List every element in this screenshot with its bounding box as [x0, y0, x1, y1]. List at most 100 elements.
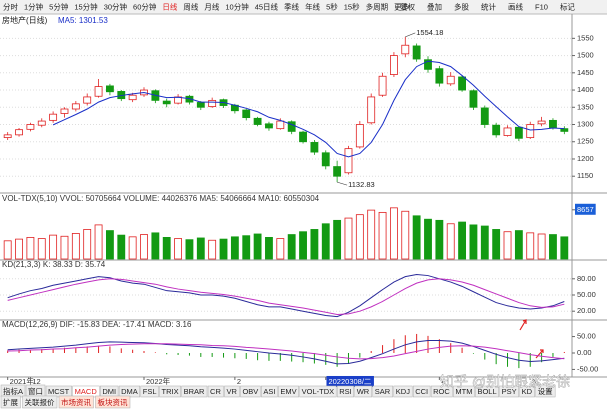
tool-button[interactable]: 叠加	[427, 1, 442, 11]
candle-body	[446, 75, 455, 85]
candle-body	[389, 55, 398, 75]
volume-bar	[174, 238, 183, 260]
period-button[interactable]: 15分钟	[74, 1, 98, 11]
indicator-tab[interactable]: OBV	[242, 387, 258, 396]
indicator-tab[interactable]: TRIX	[162, 387, 179, 396]
volume-bar	[378, 211, 387, 260]
period-button[interactable]: 30分钟	[104, 1, 128, 11]
candle-body	[287, 121, 296, 132]
bottom-tab[interactable]: 关联报价	[24, 397, 54, 407]
candle-body	[458, 76, 467, 91]
indicator-tab[interactable]: DMI	[102, 387, 116, 396]
period-button[interactable]: 分时	[3, 1, 18, 11]
period-button[interactable]: 多周期	[366, 1, 389, 11]
indicator-tab[interactable]: MTM	[455, 387, 472, 396]
volume-bar	[208, 239, 217, 260]
candle-body	[196, 102, 205, 108]
indicator-tab[interactable]: MACD	[75, 387, 98, 396]
period-button[interactable]: 45日线	[255, 1, 279, 11]
volume-bar	[549, 234, 557, 260]
indicator-tab[interactable]: BOLL	[477, 387, 496, 396]
tool-button[interactable]: 复权	[400, 1, 415, 11]
x-tick-label: 2021年	[10, 376, 35, 386]
button-bg	[278, 385, 299, 398]
macd-line	[7, 343, 565, 360]
bottom-tab[interactable]: 扩展	[3, 397, 18, 407]
bottom-tab[interactable]: 市场资讯	[61, 397, 91, 407]
candle-body	[15, 129, 23, 136]
indicator-tab[interactable]: BRAR	[184, 387, 205, 396]
tool-button[interactable]: 标记	[560, 1, 575, 11]
period-button[interactable]: 周线	[183, 1, 198, 11]
button-bg	[0, 395, 21, 409]
y-tick-label: 50.00	[577, 332, 596, 341]
period-button[interactable]: 1分钟	[24, 1, 44, 11]
period-button[interactable]: 年线	[305, 1, 320, 11]
candle-body	[299, 131, 307, 143]
kd-line	[7, 273, 565, 318]
y-tick-label: 50.00	[577, 290, 596, 299]
candle-body	[83, 96, 92, 104]
button-bg	[58, 395, 94, 409]
indicator-tab[interactable]: ASI	[263, 387, 275, 396]
indicator-tab[interactable]: DMA	[121, 387, 138, 396]
button-bg	[430, 385, 453, 398]
indicator-tab[interactable]: ROC	[433, 387, 450, 396]
indicator-tab[interactable]: MCST	[48, 387, 70, 396]
volume-bar	[355, 214, 364, 260]
period-button[interactable]: 季线	[284, 1, 299, 11]
button-bg	[224, 385, 240, 398]
y-tick-label: 1150	[577, 171, 593, 180]
indicator-tab[interactable]: PSY	[502, 387, 517, 396]
volume-bar	[412, 215, 421, 260]
volume-bar	[446, 223, 455, 260]
period-button[interactable]: 10分钟	[225, 1, 249, 11]
indicator-tab[interactable]: RSI	[339, 387, 352, 396]
indicator-tab[interactable]: EMV	[280, 387, 296, 396]
indicator-tab[interactable]: CCI	[415, 387, 428, 396]
indicator-tab[interactable]: CR	[210, 387, 221, 396]
period-button[interactable]: 60分钟	[133, 1, 157, 11]
period-button[interactable]: 5分钟	[49, 1, 69, 11]
indicator-tab[interactable]: SAR	[375, 387, 391, 396]
period-button[interactable]: 日线	[162, 1, 177, 11]
tool-button[interactable]: F10	[535, 2, 548, 11]
volume-bar	[424, 218, 432, 260]
bottom-tab[interactable]: 板块资讯	[97, 397, 127, 407]
volume-bar	[469, 224, 478, 260]
indicator-tab[interactable]: 设置	[538, 386, 553, 396]
volume-bar	[367, 209, 376, 260]
button-bg	[240, 385, 261, 398]
indicator-tab[interactable]: 指标A	[3, 386, 23, 396]
indicator-tab[interactable]: WR	[357, 387, 370, 396]
candle-body	[480, 107, 489, 125]
x-tick-label: 2	[237, 377, 241, 386]
indicator-tab[interactable]: KDJ	[396, 387, 410, 396]
volume-bar	[242, 235, 251, 260]
indicator-tab[interactable]: VOL-TDX	[302, 387, 335, 396]
volume-bar	[458, 221, 467, 260]
tool-button[interactable]: 统计	[481, 1, 496, 11]
indicator-tab[interactable]: 窗口	[28, 386, 43, 396]
period-button[interactable]: 月线	[204, 1, 219, 11]
tool-button[interactable]: 多股	[454, 1, 469, 11]
candle-body	[3, 134, 12, 139]
indicator-tab[interactable]: FSL	[143, 387, 157, 396]
candle-body	[435, 68, 444, 84]
period-button[interactable]: 15秒	[344, 1, 360, 11]
volume-bar	[492, 229, 501, 260]
volume-bar	[435, 219, 444, 260]
button-bg	[95, 395, 131, 409]
period-button[interactable]: 5秒	[326, 1, 338, 11]
button-bg	[453, 385, 475, 398]
candle-body	[26, 124, 35, 130]
button-bg	[140, 385, 159, 398]
indicator-tab[interactable]: KD	[522, 387, 533, 396]
volume-bar	[276, 238, 285, 260]
volume-bar	[15, 238, 23, 260]
indicator-tab[interactable]: VR	[226, 387, 237, 396]
tool-button[interactable]: 画线	[508, 1, 523, 11]
period-button[interactable]: 更多	[394, 1, 409, 11]
candle-body	[105, 85, 114, 93]
